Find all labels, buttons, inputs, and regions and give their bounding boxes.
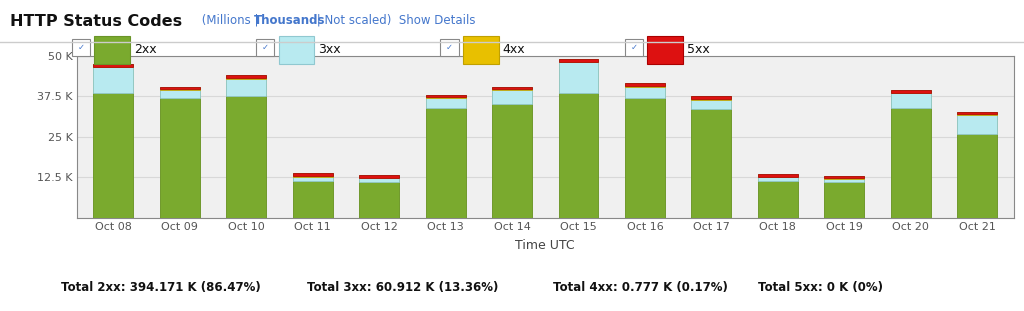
Bar bbox=[293, 174, 333, 218]
Bar bbox=[957, 114, 997, 115]
Bar bbox=[758, 177, 798, 180]
Bar bbox=[493, 87, 532, 89]
FancyBboxPatch shape bbox=[647, 36, 683, 64]
Bar bbox=[625, 86, 665, 87]
Bar bbox=[493, 104, 532, 218]
Bar bbox=[558, 59, 598, 62]
Bar bbox=[426, 97, 466, 98]
Bar bbox=[824, 176, 864, 178]
X-axis label: Time UTC: Time UTC bbox=[515, 239, 575, 252]
FancyBboxPatch shape bbox=[279, 36, 314, 64]
Bar bbox=[160, 87, 200, 89]
Bar bbox=[691, 96, 731, 218]
Bar bbox=[359, 175, 399, 218]
Bar bbox=[93, 93, 133, 218]
Bar bbox=[891, 90, 931, 218]
Text: ✓: ✓ bbox=[262, 43, 268, 52]
Bar bbox=[625, 83, 665, 218]
Bar bbox=[957, 112, 997, 218]
Bar bbox=[426, 108, 466, 218]
Bar bbox=[758, 174, 798, 177]
Text: 2xx: 2xx bbox=[134, 43, 157, 56]
Bar bbox=[625, 83, 665, 86]
Bar bbox=[160, 90, 200, 98]
Text: Total 4xx: 0.777 K (0.17%): Total 4xx: 0.777 K (0.17%) bbox=[553, 281, 728, 294]
Bar bbox=[359, 175, 399, 178]
FancyBboxPatch shape bbox=[440, 39, 459, 56]
Bar bbox=[691, 96, 731, 99]
Bar bbox=[93, 64, 133, 218]
Text: 5xx: 5xx bbox=[687, 43, 710, 56]
Bar bbox=[293, 176, 333, 177]
Bar bbox=[226, 75, 266, 78]
FancyBboxPatch shape bbox=[94, 36, 130, 64]
Bar bbox=[293, 177, 333, 180]
Bar bbox=[625, 87, 665, 98]
Bar bbox=[558, 93, 598, 218]
Bar bbox=[691, 109, 731, 218]
Text: HTTP Status Codes: HTTP Status Codes bbox=[10, 14, 182, 29]
Bar bbox=[957, 134, 997, 218]
Bar bbox=[824, 176, 864, 218]
Bar bbox=[824, 178, 864, 179]
Bar bbox=[493, 89, 532, 90]
Bar bbox=[758, 180, 798, 218]
Bar bbox=[625, 98, 665, 218]
Bar bbox=[824, 182, 864, 218]
Bar bbox=[758, 174, 798, 218]
Bar bbox=[824, 179, 864, 182]
FancyBboxPatch shape bbox=[625, 39, 643, 56]
Bar bbox=[293, 180, 333, 218]
Bar bbox=[558, 59, 598, 218]
Bar bbox=[957, 115, 997, 134]
Bar bbox=[691, 100, 731, 109]
Bar bbox=[891, 108, 931, 218]
Text: 4xx: 4xx bbox=[503, 43, 525, 56]
FancyBboxPatch shape bbox=[256, 39, 274, 56]
Bar bbox=[426, 98, 466, 108]
Bar bbox=[558, 63, 598, 93]
Bar bbox=[891, 93, 931, 108]
Bar bbox=[160, 98, 200, 218]
Bar bbox=[160, 87, 200, 218]
Bar bbox=[493, 87, 532, 218]
Text: ✓: ✓ bbox=[446, 43, 453, 52]
Text: Total 2xx: 394.171 K (86.47%): Total 2xx: 394.171 K (86.47%) bbox=[61, 281, 261, 294]
Bar bbox=[891, 90, 931, 93]
Text: ✓: ✓ bbox=[78, 43, 84, 52]
Text: 3xx: 3xx bbox=[318, 43, 341, 56]
Bar bbox=[226, 79, 266, 96]
Text: (Millions |: (Millions | bbox=[198, 14, 262, 27]
Bar bbox=[359, 178, 399, 182]
Bar bbox=[93, 67, 133, 93]
Text: Total 3xx: 60.912 K (13.36%): Total 3xx: 60.912 K (13.36%) bbox=[307, 281, 499, 294]
Bar bbox=[691, 99, 731, 100]
Bar bbox=[160, 89, 200, 90]
Bar bbox=[493, 90, 532, 104]
Text: Total 5xx: 0 K (0%): Total 5xx: 0 K (0%) bbox=[758, 281, 883, 294]
FancyBboxPatch shape bbox=[72, 39, 90, 56]
Bar bbox=[558, 62, 598, 63]
Bar bbox=[93, 64, 133, 67]
Text: | Not scaled)  Show Details: | Not scaled) Show Details bbox=[313, 14, 476, 27]
Bar bbox=[226, 75, 266, 218]
Text: ✓: ✓ bbox=[631, 43, 637, 52]
Bar bbox=[359, 182, 399, 218]
Bar bbox=[957, 112, 997, 114]
Bar bbox=[426, 95, 466, 218]
Bar bbox=[426, 95, 466, 97]
FancyBboxPatch shape bbox=[463, 36, 499, 64]
Bar bbox=[226, 78, 266, 79]
Bar bbox=[226, 96, 266, 218]
Text: Thousands: Thousands bbox=[254, 14, 326, 27]
Bar bbox=[293, 174, 333, 176]
